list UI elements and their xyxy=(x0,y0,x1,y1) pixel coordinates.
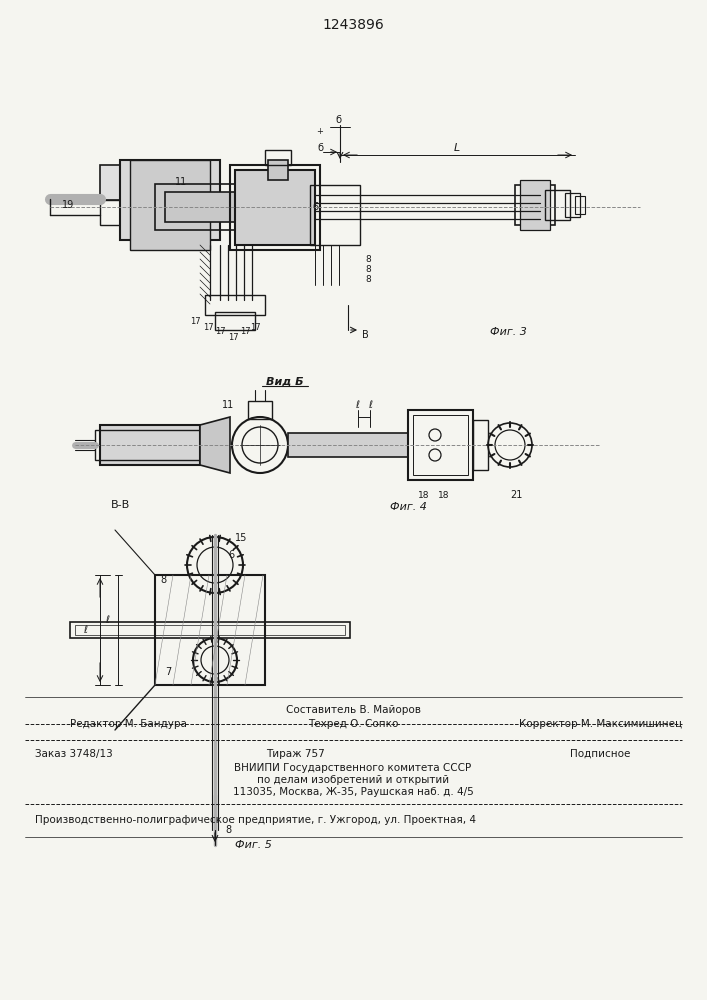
Text: Вид Б: Вид Б xyxy=(267,377,304,387)
Text: ℓ: ℓ xyxy=(105,615,109,625)
Bar xyxy=(230,165,320,250)
Text: 6: 6 xyxy=(312,202,318,212)
Bar xyxy=(408,410,473,480)
Text: 17: 17 xyxy=(203,324,214,332)
Text: 19: 19 xyxy=(62,200,74,210)
Text: 8: 8 xyxy=(225,825,231,835)
Text: Подписное: Подписное xyxy=(570,749,631,759)
Text: ВНИИПИ Государственного комитета СССР: ВНИИПИ Государственного комитета СССР xyxy=(235,763,472,773)
Bar xyxy=(545,190,570,220)
Bar xyxy=(130,160,210,250)
Text: 15: 15 xyxy=(235,533,247,543)
Text: 21: 21 xyxy=(510,490,522,500)
Text: Техред О. Сопко: Техред О. Сопко xyxy=(308,719,398,729)
Text: Редактор М. Бандура: Редактор М. Бандура xyxy=(70,719,187,729)
Text: Составитель В. Майоров: Составитель В. Майоров xyxy=(286,705,421,715)
Bar xyxy=(515,185,555,225)
Text: 8: 8 xyxy=(365,265,370,274)
Text: L: L xyxy=(454,143,460,153)
Text: 8: 8 xyxy=(365,255,370,264)
Text: б: б xyxy=(317,143,323,153)
Text: Фиг. 3: Фиг. 3 xyxy=(490,327,527,337)
Bar xyxy=(235,170,315,245)
Text: 7: 7 xyxy=(165,667,171,677)
Bar xyxy=(155,575,265,685)
Bar xyxy=(288,433,408,457)
Text: 17: 17 xyxy=(240,328,250,336)
Bar xyxy=(265,150,291,165)
Bar xyxy=(205,295,265,315)
Text: Корректор М. Максимишинец: Корректор М. Максимишинец xyxy=(519,719,682,729)
Bar xyxy=(165,192,235,222)
Text: 17: 17 xyxy=(250,324,260,332)
Text: 17: 17 xyxy=(215,328,226,336)
Bar xyxy=(310,185,360,245)
Text: 8: 8 xyxy=(365,275,370,284)
Bar xyxy=(100,425,200,465)
Text: Фиг. 4: Фиг. 4 xyxy=(390,502,427,512)
Text: ℓ: ℓ xyxy=(355,400,359,410)
Polygon shape xyxy=(200,417,230,473)
Text: б: б xyxy=(335,115,341,125)
Text: +: + xyxy=(317,126,323,135)
Bar xyxy=(520,180,550,230)
Bar xyxy=(120,160,220,240)
Bar xyxy=(473,420,488,470)
Text: Заказ 3748/13: Заказ 3748/13 xyxy=(35,749,112,759)
Text: ℓ: ℓ xyxy=(368,400,372,410)
Bar xyxy=(215,312,255,330)
Text: 113035, Москва, Ж-35, Раушская наб. д. 4/5: 113035, Москва, Ж-35, Раушская наб. д. 4… xyxy=(233,787,474,797)
Bar xyxy=(70,622,350,638)
Text: по делам изобретений и открытий: по делам изобретений и открытий xyxy=(257,775,449,785)
Text: 6: 6 xyxy=(228,550,234,560)
Bar xyxy=(100,200,190,225)
Text: Фиг. 5: Фиг. 5 xyxy=(235,840,272,850)
Text: 8: 8 xyxy=(160,575,166,585)
Text: 17: 17 xyxy=(228,332,238,342)
Text: 1243896: 1243896 xyxy=(322,18,384,32)
Bar xyxy=(565,193,580,217)
Text: Тираж 757: Тираж 757 xyxy=(266,749,325,759)
Bar xyxy=(100,165,190,200)
Bar xyxy=(268,160,288,180)
Text: 17: 17 xyxy=(189,318,200,326)
Text: 18: 18 xyxy=(438,490,450,499)
Bar xyxy=(575,196,585,214)
Bar xyxy=(75,625,345,635)
Text: 11: 11 xyxy=(222,400,234,410)
Text: В-В: В-В xyxy=(110,500,129,510)
Text: 18: 18 xyxy=(418,490,429,499)
Text: В: В xyxy=(362,330,369,340)
Text: 11: 11 xyxy=(175,177,187,187)
Bar xyxy=(95,430,200,460)
Text: ℓ: ℓ xyxy=(83,625,87,635)
Bar xyxy=(248,401,272,419)
Bar xyxy=(413,415,468,475)
Text: Производственно-полиграфическое предприятие, г. Ужгород, ул. Проектная, 4: Производственно-полиграфическое предприя… xyxy=(35,815,476,825)
Bar xyxy=(155,184,235,230)
